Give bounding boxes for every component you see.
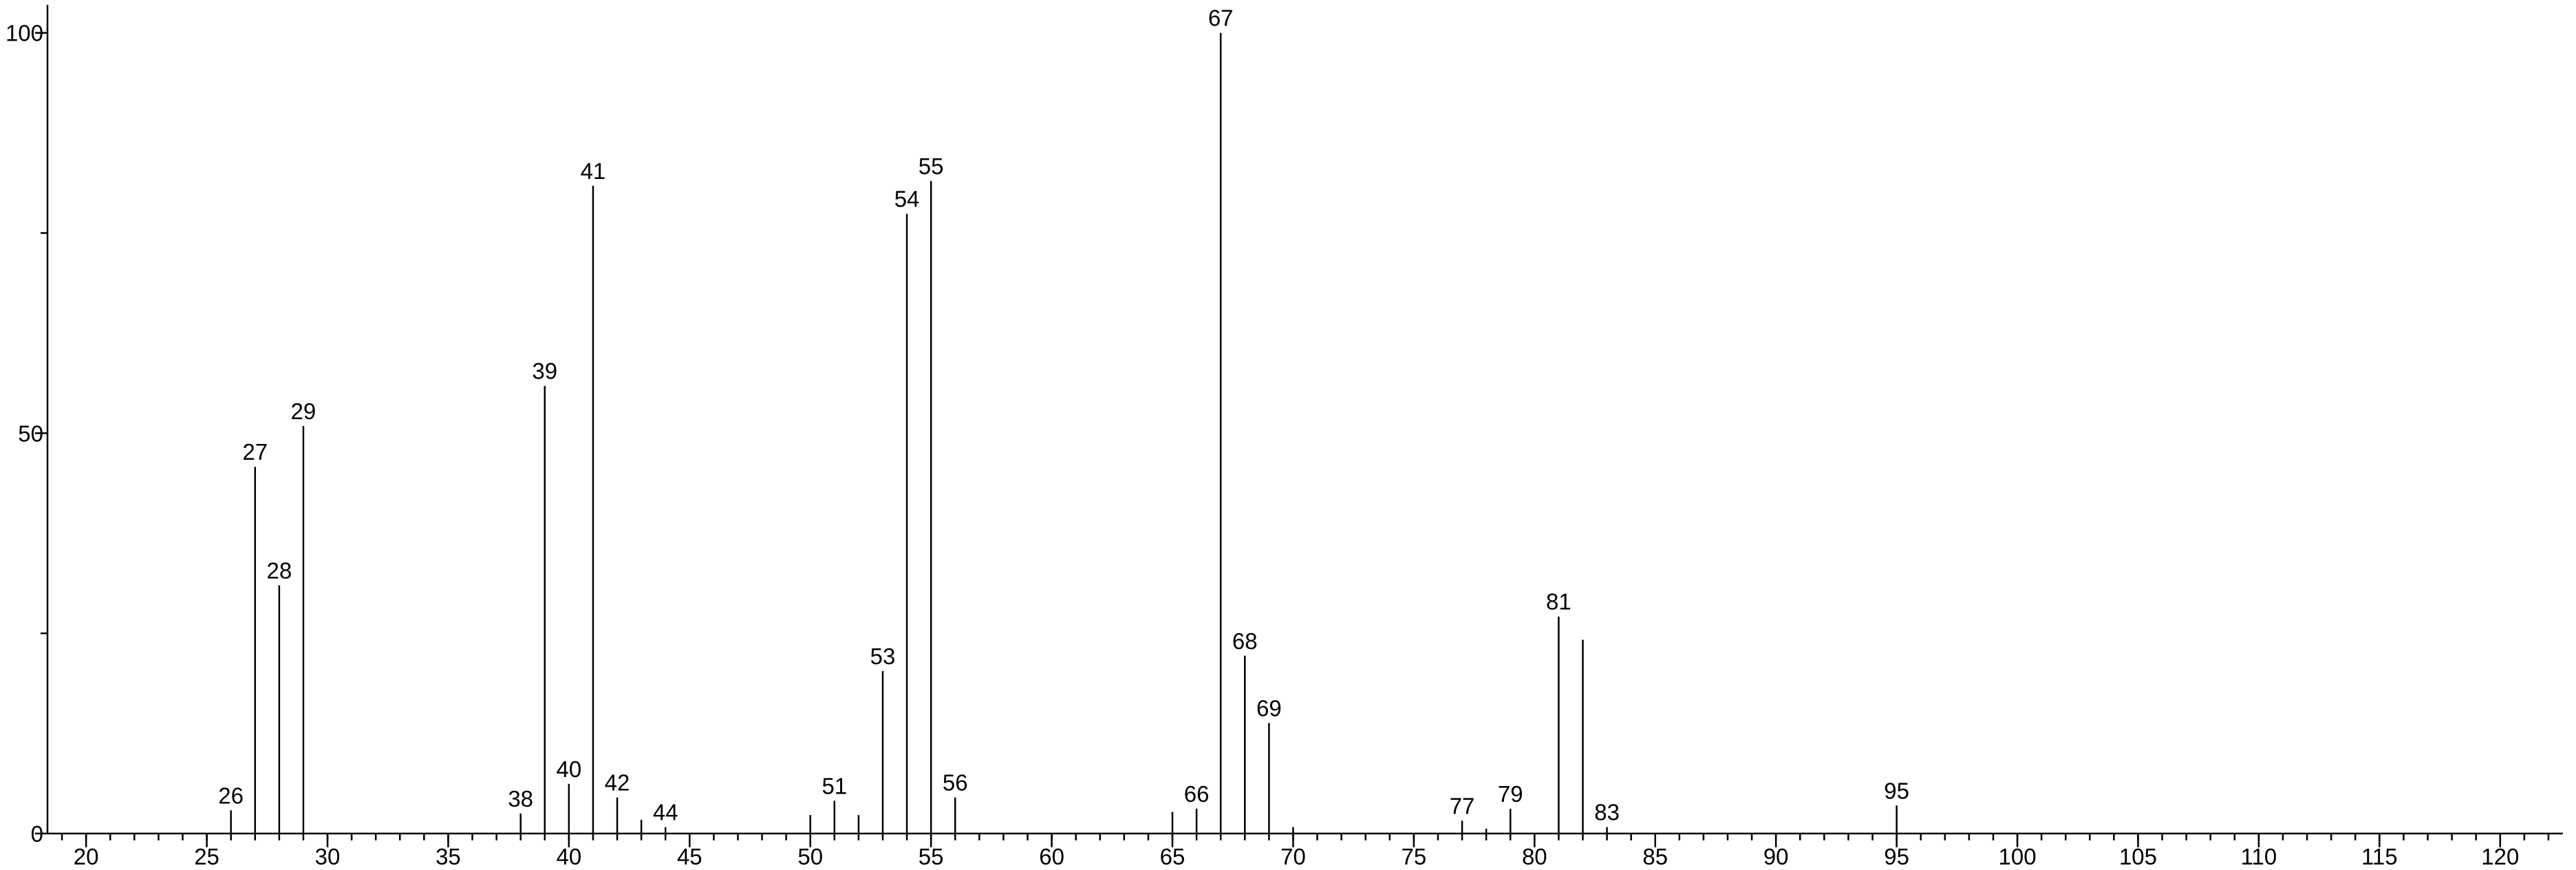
- x-tick-label: 85: [1642, 844, 1668, 869]
- peak-label: 77: [1450, 793, 1475, 818]
- x-tick-label: 105: [2119, 844, 2157, 869]
- x-tick-label: 90: [1763, 844, 1789, 869]
- x-tick-label: 100: [1999, 844, 2037, 869]
- peak-label: 27: [242, 439, 268, 465]
- peak-label: 67: [1208, 6, 1234, 31]
- y-tick-label: 100: [6, 21, 43, 46]
- peak-label: 55: [919, 153, 944, 179]
- x-tick-label: 110: [2241, 844, 2277, 869]
- peak-label: 29: [291, 399, 316, 424]
- x-tick-label: 65: [1160, 844, 1185, 869]
- x-tick-label: 115: [2361, 844, 2398, 869]
- x-tick-label: 20: [74, 844, 99, 869]
- peak-label: 51: [822, 773, 847, 798]
- x-tick-label: 35: [436, 844, 461, 869]
- peak-label: 40: [557, 756, 582, 782]
- peak-label: 38: [508, 786, 533, 811]
- peak-label: 68: [1232, 628, 1258, 654]
- x-tick-label: 80: [1522, 844, 1547, 869]
- peak-label: 54: [894, 187, 920, 212]
- peak-label: 69: [1256, 695, 1282, 721]
- peak-label: 39: [532, 359, 557, 384]
- x-tick-label: 30: [315, 844, 341, 869]
- peak-label: 79: [1498, 781, 1523, 807]
- x-tick-label: 25: [194, 844, 219, 869]
- x-tick-label: 70: [1280, 844, 1306, 869]
- y-tick-label: 0: [31, 821, 43, 847]
- peak-label: 28: [266, 558, 292, 583]
- x-tick-label: 55: [919, 844, 944, 869]
- x-tick-label: 45: [677, 844, 702, 869]
- peak-label: 42: [605, 770, 630, 796]
- peak-label: 26: [218, 783, 244, 808]
- peak-label: 95: [1884, 778, 1909, 803]
- x-tick-label: 40: [557, 844, 582, 869]
- peak-label: 56: [943, 770, 968, 796]
- x-tick-label: 95: [1884, 844, 1909, 869]
- peak-label: 66: [1184, 781, 1210, 807]
- peak-label: 44: [653, 800, 678, 825]
- peak-label: 81: [1546, 589, 1571, 615]
- x-tick-label: 50: [797, 844, 823, 869]
- y-tick-label: 50: [18, 421, 43, 446]
- peak-label: 41: [581, 158, 606, 184]
- x-tick-label: 75: [1402, 844, 1427, 869]
- x-tick-label: 120: [2481, 844, 2519, 869]
- peak-label: 83: [1594, 800, 1620, 825]
- x-tick-label: 60: [1039, 844, 1064, 869]
- peak-label: 53: [870, 644, 896, 669]
